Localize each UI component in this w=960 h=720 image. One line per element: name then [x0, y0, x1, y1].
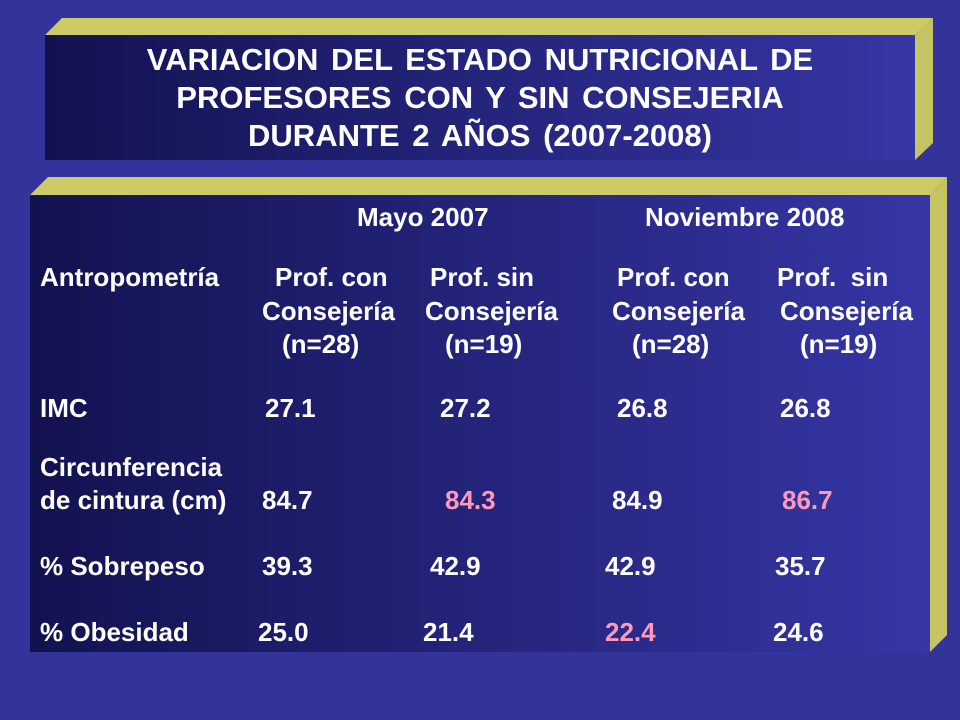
table-cell-value: 25.0 — [258, 617, 309, 647]
table-cell-value: 39.3 — [262, 551, 313, 581]
title-line: VARIACION DEL ESTADO NUTRICIONAL DE — [146, 42, 814, 77]
column-header-group: Prof. con — [617, 262, 730, 292]
table-cell-value: 27.1 — [265, 393, 316, 423]
title-line: PROFESORES CON Y SIN CONSEJERIA — [176, 80, 784, 115]
column-header-group: Prof. con — [275, 262, 388, 292]
row-label: Circunferencia — [40, 452, 223, 482]
row-header-label: Antropometría — [40, 262, 220, 292]
table-cell-value: 35.7 — [775, 551, 826, 581]
table-box-face — [30, 195, 930, 652]
table-cell-value: 84.3 — [445, 485, 496, 515]
row-label: % Sobrepeso — [40, 551, 205, 581]
period-header: Mayo 2007 — [357, 202, 489, 232]
table-cell-value: 27.2 — [440, 393, 491, 423]
title-box-side-bevel — [915, 18, 933, 160]
row-label: IMC — [40, 393, 88, 423]
column-header-n: (n=28) — [282, 329, 360, 359]
title-box-face — [45, 35, 915, 160]
column-header-n: (n=28) — [632, 329, 710, 359]
column-header-group: Prof. sin — [777, 262, 889, 292]
column-header-n: (n=19) — [800, 329, 878, 359]
column-header-sub: Consejería — [425, 296, 558, 326]
table-cell-value: 42.9 — [430, 551, 481, 581]
table-box-side-bevel — [930, 177, 947, 652]
column-header-sub: Consejería — [262, 296, 395, 326]
column-header-sub: Consejería — [780, 296, 913, 326]
table-cell-value: 26.8 — [780, 393, 831, 423]
period-header: Noviembre 2008 — [645, 202, 845, 232]
column-header-sub: Consejería — [612, 296, 745, 326]
title-line: DURANTE 2 AÑOS (2007-2008) — [248, 118, 712, 153]
table-cell-value: 26.8 — [617, 393, 668, 423]
table-cell-value: 22.4 — [605, 617, 656, 647]
table-cell-value: 86.7 — [782, 485, 833, 515]
column-header-group: Prof. sin — [430, 262, 535, 292]
table-cell-value: 84.7 — [262, 485, 313, 515]
table-cell-value: 84.9 — [612, 485, 663, 515]
title-box-top-bevel — [45, 18, 933, 35]
table-box-top-bevel — [30, 177, 947, 195]
row-label: de cintura (cm) — [40, 485, 227, 515]
row-label: % Obesidad — [40, 617, 189, 647]
column-header-n: (n=19) — [445, 329, 523, 359]
slide-title: VARIACION DEL ESTADO NUTRICIONAL DE PROF… — [45, 41, 915, 155]
table-cell-value: 24.6 — [773, 617, 824, 647]
table-cell-value: 21.4 — [423, 617, 474, 647]
table-cell-value: 42.9 — [605, 551, 656, 581]
